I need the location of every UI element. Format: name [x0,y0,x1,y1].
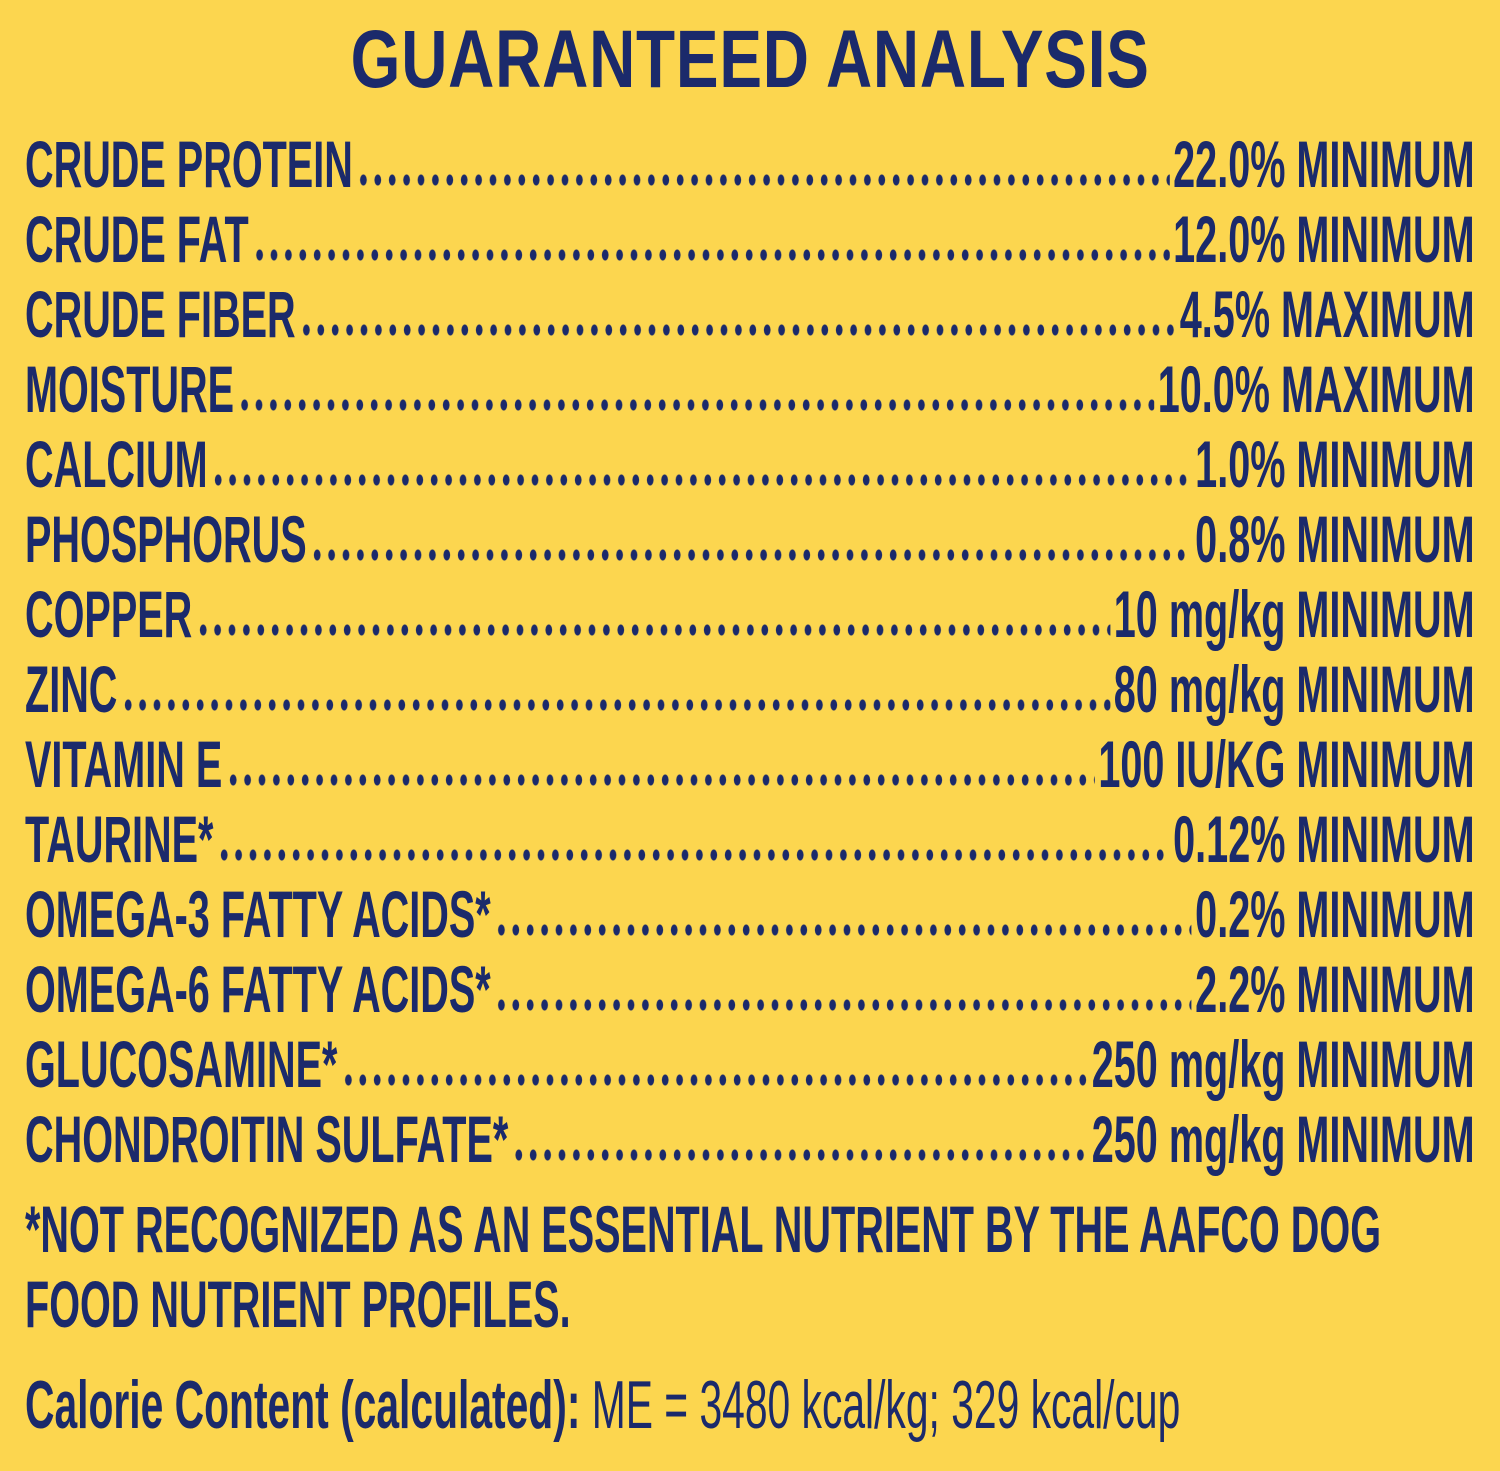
nutrient-value: 0.8% MINIMUM [1195,502,1475,576]
nutrient-value: 0.12% MINIMUM [1173,802,1475,876]
calorie-content: Calorie Content (calculated): ME = 3480 … [25,1367,1475,1443]
analysis-row: GLUCOSAMINE* 250 mg/kg MINIMUM [25,1027,1475,1102]
dot-leader [310,548,1192,562]
nutrient-name: CHONDROITIN SULFATE* [25,1102,509,1176]
nutrient-value: 80 mg/kg MINIMUM [1113,652,1475,726]
analysis-row: MOISTURE 10.0% MAXIMUM [25,352,1475,427]
nutrient-value: 2.2% MINIMUM [1195,952,1475,1026]
nutrient-value: 4.5% MAXIMUM [1179,277,1475,351]
dot-leader [511,1148,1089,1162]
dot-leader [120,698,1111,712]
analysis-row: PHOSPHORUS 0.8% MINIMUM [25,502,1475,577]
dot-leader [217,848,1170,862]
dot-leader [341,1073,1089,1087]
nutrient-value: 12.0% MINIMUM [1173,202,1475,276]
dot-leader [299,323,1177,337]
dot-leader [225,773,1095,787]
calorie-label: Calorie Content (calculated): [25,1367,581,1443]
nutrient-value: 10.0% MAXIMUM [1157,352,1475,426]
nutrient-name: CRUDE FIBER [25,277,296,351]
nutrient-name: CRUDE FAT [25,202,249,276]
analysis-list: CRUDE PROTEIN 22.0% MINIMUM CRUDE FAT 12.0%… [25,127,1475,1177]
analysis-row: CHONDROITIN SULFATE* 250 mg/kg MINIMUM [25,1102,1475,1177]
nutrient-name: COPPER [25,577,193,651]
nutrient-value: 22.0% MINIMUM [1173,127,1475,201]
nutrient-name: CRUDE PROTEIN [25,127,353,201]
analysis-row: CRUDE FIBER 4.5% MAXIMUM [25,277,1475,352]
nutrient-value: 0.2% MINIMUM [1195,877,1475,951]
nutrient-name: MOISTURE [25,352,235,426]
analysis-row: ZINC 80 mg/kg MINIMUM [25,652,1475,727]
dot-leader [252,248,1170,262]
analysis-row: CALCIUM 1.0% MINIMUM [25,427,1475,502]
nutrient-name: ZINC [25,652,118,726]
nutrient-name: CALCIUM [25,427,208,501]
nutrient-name: OMEGA-6 FATTY ACIDS* [25,952,491,1026]
dot-leader [211,473,1192,487]
dot-leader [494,998,1192,1012]
analysis-row: OMEGA-6 FATTY ACIDS* 2.2% MINIMUM [25,952,1475,1027]
nutrient-value: 10 mg/kg MINIMUM [1113,577,1475,651]
analysis-row: OMEGA-3 FATTY ACIDS* 0.2% MINIMUM [25,877,1475,952]
nutrient-name: PHOSPHORUS [25,502,307,576]
nutrient-value: 100 IU/KG MINIMUM [1098,727,1475,801]
analysis-row: CRUDE FAT 12.0% MINIMUM [25,202,1475,277]
nutrient-name: OMEGA-3 FATTY ACIDS* [25,877,491,951]
title-wrap: GUARANTEED ANALYSIS [0,18,1500,102]
analysis-row: TAURINE* 0.12% MINIMUM [25,802,1475,877]
nutrient-value: 1.0% MINIMUM [1195,427,1475,501]
analysis-row: VITAMIN E 100 IU/KG MINIMUM [25,727,1475,802]
dot-leader [237,398,1155,412]
analysis-row: CRUDE PROTEIN 22.0% MINIMUM [25,127,1475,202]
dot-leader [494,923,1192,937]
title: GUARANTEED ANALYSIS [350,14,1150,105]
analysis-row: COPPER 10 mg/kg MINIMUM [25,577,1475,652]
calorie-value: ME = 3480 kcal/kg; 329 kcal/cup [591,1367,1181,1443]
nutrient-value: 250 mg/kg MINIMUM [1091,1027,1475,1101]
footnote: *NOT RECOGNIZED AS AN ESSENTIAL NUTRIENT… [25,1192,1382,1341]
nutrient-name: TAURINE* [25,802,214,876]
dot-leader [356,173,1170,187]
nutrient-name: GLUCOSAMINE* [25,1027,338,1101]
nutrient-name: VITAMIN E [25,727,223,801]
nutrient-value: 250 mg/kg MINIMUM [1091,1102,1475,1176]
dot-leader [195,623,1111,637]
